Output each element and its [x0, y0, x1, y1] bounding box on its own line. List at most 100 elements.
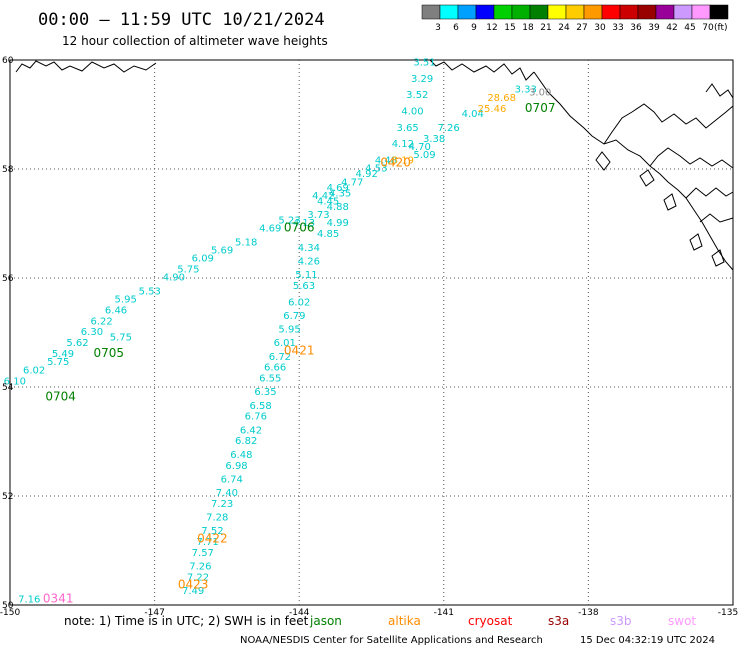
pass-number-label: 0704	[45, 390, 76, 404]
wave-height-value: 7.22	[187, 572, 209, 583]
wave-height-value: 4.35	[329, 188, 351, 199]
wave-height-value: 4.85	[317, 229, 339, 240]
legend-label: 12	[486, 23, 497, 33]
wave-height-value: 6.76	[245, 412, 267, 423]
wave-height-value: 3.51	[413, 57, 435, 68]
wave-height-value: 4.00	[401, 107, 423, 118]
legend-label: 21	[540, 23, 551, 33]
legend-label: 15	[504, 23, 515, 33]
wave-height-value: 5.75	[47, 357, 69, 368]
wave-height-value: 5.09	[413, 150, 435, 161]
map-subtitle: 12 hour collection of altimeter wave hei…	[62, 34, 328, 48]
wave-height-value: 4.90	[163, 273, 185, 284]
legend-label: 36	[630, 23, 642, 33]
wave-height-value: 4.34	[298, 243, 320, 254]
lat-tick-label: 56	[2, 274, 14, 284]
wave-height-value: 4.69	[259, 224, 281, 235]
wave-height-value: 6.46	[105, 305, 127, 316]
legend-swatch	[547, 4, 567, 20]
wave-height-value: 7.52	[201, 526, 223, 537]
wave-height-value: 25.46	[478, 104, 507, 115]
wave-height-value: 3.73	[307, 210, 329, 221]
lon-tick-label: -144	[289, 608, 310, 618]
legend-label: 9	[471, 23, 477, 33]
wave-height-value: 5.75	[110, 333, 132, 344]
lat-tick-label: 54	[2, 383, 14, 393]
wave-height-value: 7.16	[18, 594, 40, 605]
legend-swatch	[511, 4, 531, 20]
wave-height-value: 7.26	[189, 562, 211, 573]
wave-height-value: 3.65	[397, 123, 419, 134]
pass-number-label: 0421	[284, 343, 315, 357]
legend-label: 70	[702, 23, 714, 33]
wave-height-value: 3.52	[406, 90, 428, 101]
wave-height-value: 6.09	[192, 254, 214, 265]
wave-height-value: 6.10	[4, 376, 26, 387]
lon-tick-label: -147	[144, 608, 164, 618]
wave-height-value: 6.01	[274, 338, 296, 349]
footer-note: note: 1) Time is in UTC; 2) SWH is in fe…	[64, 614, 309, 628]
wave-height-value: 6.22	[90, 316, 112, 327]
legend-swatch	[637, 4, 657, 20]
wave-height-value: 5.11	[295, 270, 317, 281]
satellite-legend: jason altika cryosat s3a s3b swot	[309, 614, 696, 628]
wave-height-value: 6.58	[250, 401, 272, 412]
legend-swatch	[421, 4, 441, 20]
wave-height-value: 6.98	[225, 461, 247, 472]
lon-tick-label: -150	[0, 608, 20, 618]
legend-swatch	[565, 4, 585, 20]
legend-label: 39	[648, 23, 660, 33]
satellite-legend-s3a: s3a	[548, 614, 569, 628]
wave-height-value: 7.26	[437, 123, 459, 134]
wave-height-value: 6.79	[283, 311, 305, 322]
wave-height-value: 4.12	[392, 139, 414, 150]
legend-label: 27	[576, 23, 587, 33]
wave-height-value: 4.92	[356, 169, 378, 180]
legend-swatch	[583, 4, 603, 20]
satellite-legend-altika: altika	[388, 614, 421, 628]
legend-label: 24	[558, 23, 570, 33]
legend-label: 33	[612, 23, 623, 33]
wave-height-value: 3.19	[392, 156, 414, 167]
lat-tick-label: 50	[2, 601, 14, 611]
lat-tick-label: 60	[2, 56, 14, 66]
wave-height-value: 6.72	[269, 352, 291, 363]
legend-swatch	[619, 4, 639, 20]
satellite-legend-s3b: s3b	[610, 614, 632, 628]
lat-lon-grid	[10, 60, 733, 605]
color-legend: 3 6 9 12 15 18 21 24 27 30 33 36 39 42 45 70 (ft)	[421, 4, 729, 33]
wave-height-value: 5.95	[278, 325, 300, 336]
map-title: 00:00 – 11:59 UTC 10/21/2024	[38, 10, 325, 30]
wave-height-value: 4.42	[312, 191, 334, 202]
legend-label: 18	[522, 23, 534, 33]
wave-height-value: 7.71	[196, 537, 218, 548]
pass-labels: 0707 0420 0706 0705 0704 0421 0422 0423 0341	[43, 101, 556, 606]
satellite-legend-jason: jason	[309, 614, 342, 628]
wave-height-value: 4.69	[327, 183, 349, 194]
pass-number-label: 0423	[178, 578, 209, 592]
legend-unit: (ft)	[714, 23, 728, 33]
lat-tick-label: 58	[2, 165, 14, 175]
wave-height-labels: 3.51 3.29 3.52 4.00 3.65 4.12 4.48 5.09 4.924.77…	[4, 57, 552, 605]
wave-height-value: 4.99	[327, 218, 349, 229]
legend-swatch	[529, 4, 549, 20]
legend-label: 6	[453, 23, 459, 33]
wave-height-value: 5.75	[177, 265, 199, 276]
legend-swatch	[691, 4, 711, 20]
plot-frame	[9, 59, 734, 606]
wave-height-value: 5.53	[139, 286, 161, 297]
legend-swatch	[493, 4, 513, 20]
axis-tick-labels: -150 -147 -144 -141 -138 -135 60 58 56 54 52 50	[0, 56, 738, 618]
wave-height-value: 6.55	[259, 374, 281, 385]
legend-label: 45	[684, 23, 695, 33]
legend-swatch	[475, 4, 495, 20]
lat-tick-label: 52	[2, 492, 13, 502]
pass-number-label: 0707	[525, 101, 556, 115]
wave-height-value: 5.95	[115, 295, 137, 306]
wave-height-value: 3.29	[411, 74, 433, 85]
wave-height-value: 6.48	[230, 450, 252, 461]
satellite-legend-swot: swot	[668, 614, 696, 628]
legend-swatch	[457, 4, 477, 20]
wave-height-value: 3.38	[423, 134, 445, 145]
